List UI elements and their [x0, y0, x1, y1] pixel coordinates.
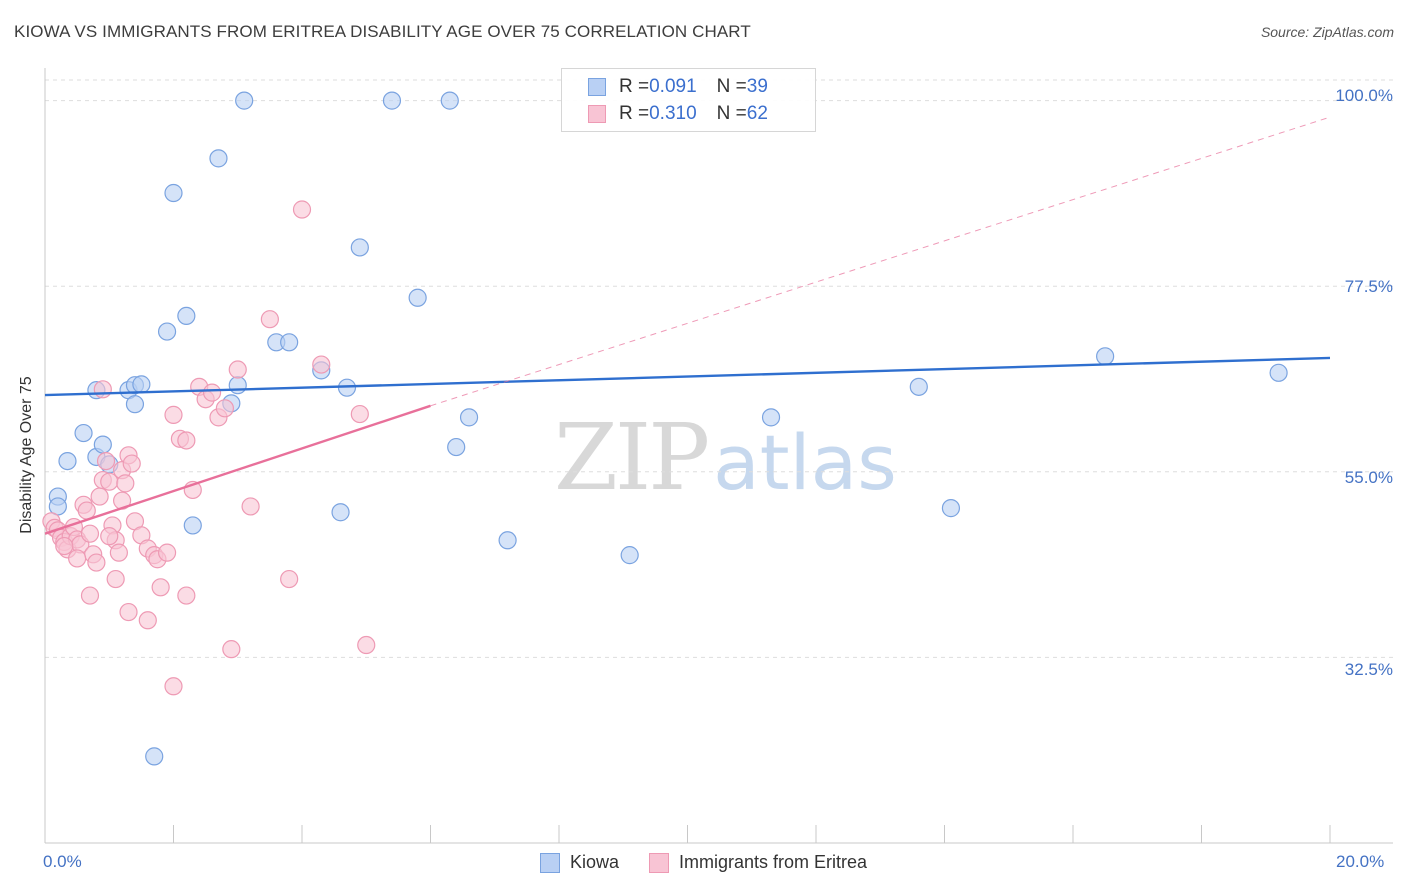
eritrea-point — [77, 501, 96, 520]
kiowa-point — [447, 437, 466, 457]
kiowa-trend-line — [44, 356, 1331, 397]
eritrea-point — [100, 527, 119, 546]
eritrea-point — [119, 602, 138, 622]
eritrea-point — [164, 405, 183, 424]
eritrea-point — [164, 677, 183, 696]
kiowa-point — [761, 408, 781, 427]
r-label: R = — [619, 103, 650, 124]
kiowa-legend-label: Kiowa — [570, 852, 620, 872]
kiowa-point — [177, 306, 196, 326]
y-tick-label: 55.0% — [1344, 468, 1393, 487]
eritrea-point — [55, 536, 74, 556]
eritrea-point — [292, 200, 312, 219]
eritrea-legend-swatch — [649, 852, 670, 873]
eritrea-point — [87, 553, 106, 572]
eritrea-point — [80, 524, 100, 543]
r-label: R = — [619, 76, 650, 97]
eritrea-point — [106, 569, 125, 589]
kiowa-point — [125, 395, 145, 414]
kiowa-point — [459, 408, 479, 427]
series-legend: Kiowa Immigrants from Eritrea — [540, 852, 867, 873]
kiowa-point — [1096, 347, 1115, 366]
eritrea-point — [222, 640, 241, 659]
correlation-legend: R = 0.091 N = 39 R = 0.310 N = 62 — [561, 68, 816, 132]
eritrea-point — [151, 578, 170, 597]
kiowa-point — [440, 91, 459, 110]
legend-row-eritrea: R = 0.310 N = 62 — [588, 102, 768, 126]
kiowa-point — [280, 333, 299, 352]
kiowa-point — [183, 516, 202, 535]
y-tick-label: 100.0% — [1335, 86, 1393, 105]
eritrea-trend-line — [44, 404, 431, 535]
kiowa-point — [941, 499, 961, 518]
kiowa-point — [132, 375, 151, 394]
eritrea-point — [202, 383, 222, 402]
kiowa-point — [58, 451, 77, 471]
n-value: 62 — [746, 103, 768, 124]
n-value: 39 — [746, 76, 768, 97]
kiowa-point — [408, 288, 427, 307]
eritrea-swatch — [588, 105, 606, 123]
eritrea-point — [116, 474, 135, 493]
eritrea-point — [109, 543, 128, 562]
kiowa-point — [235, 91, 254, 110]
kiowa-point — [74, 423, 93, 443]
y-tick-label: 32.5% — [1344, 660, 1393, 679]
kiowa-point — [164, 183, 183, 203]
x-tick-label: 0.0% — [43, 852, 82, 871]
eritrea-point — [93, 380, 112, 399]
n-label: N = — [716, 103, 747, 124]
kiowa-point — [350, 238, 369, 257]
kiowa-point — [228, 376, 247, 395]
eritrea-point — [68, 549, 87, 568]
legend-row-kiowa: R = 0.091 N = 39 — [588, 75, 768, 99]
eritrea-point — [90, 487, 109, 506]
kiowa-point — [157, 322, 177, 341]
watermark: ZIPatlas — [554, 404, 897, 511]
eritrea-point — [280, 569, 299, 589]
kiowa-point — [145, 747, 164, 766]
eritrea-legend-label: Immigrants from Eritrea — [679, 852, 868, 872]
kiowa-point — [1269, 363, 1288, 382]
kiowa-point — [382, 91, 402, 110]
y-axis-title: Disability Age Over 75 — [18, 376, 35, 534]
watermark-zip: ZIP — [554, 404, 710, 511]
eritrea-trend-extension — [430, 116, 1331, 407]
eritrea-point — [80, 586, 100, 605]
eritrea-point — [215, 399, 234, 418]
y-tick-label: 77.5% — [1344, 277, 1393, 296]
eritrea-point — [228, 360, 247, 379]
eritrea-point — [138, 611, 157, 630]
kiowa-point — [909, 377, 928, 396]
eritrea-point — [177, 586, 196, 605]
eritrea-point — [350, 404, 369, 424]
eritrea-point — [260, 310, 279, 329]
kiowa-point — [620, 546, 639, 565]
eritrea-point — [312, 355, 331, 374]
eritrea-point — [177, 431, 196, 450]
kiowa-point — [498, 531, 517, 550]
chart-title: KIOWA VS IMMIGRANTS FROM ERITREA DISABIL… — [14, 22, 751, 41]
x-tick-label: 20.0% — [1336, 852, 1385, 871]
kiowa-swatch — [588, 78, 606, 96]
watermark-atlas: atlas — [713, 418, 897, 507]
n-label: N = — [716, 76, 747, 97]
eritrea-point — [157, 543, 177, 562]
eritrea-point — [357, 635, 376, 655]
kiowa-legend-swatch — [540, 852, 560, 873]
kiowa-point — [331, 503, 350, 522]
source-label: Source: ZipAtlas.com — [1260, 24, 1394, 40]
r-value: 0.091 — [649, 76, 697, 97]
eritrea-point — [122, 454, 141, 473]
eritrea-point — [96, 451, 116, 471]
eritrea-point — [241, 497, 260, 516]
kiowa-point — [209, 149, 228, 168]
kiowa-point — [93, 435, 112, 454]
r-value: 0.310 — [649, 103, 697, 124]
